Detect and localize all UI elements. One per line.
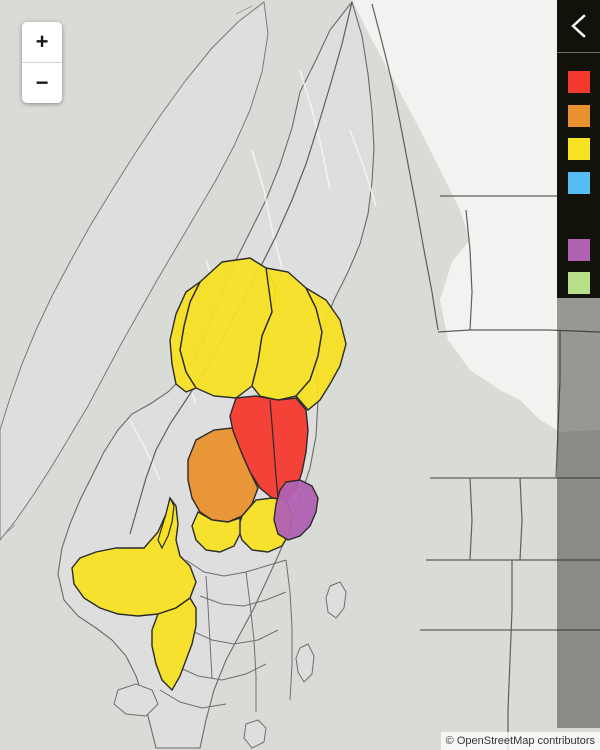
region-jamtland-west[interactable] xyxy=(169,281,201,393)
legend-item-red[interactable] xyxy=(557,71,600,105)
zoom-in-button[interactable]: + xyxy=(22,22,62,63)
legend-swatch-blue[interactable] xyxy=(567,171,590,194)
legend-swatch-purple[interactable] xyxy=(567,238,590,261)
attribution-bar[interactable]: © OpenStreetMap contributors xyxy=(440,732,600,750)
zoom-out-button[interactable]: − xyxy=(22,63,62,103)
legend-item-orange[interactable] xyxy=(557,104,600,139)
legend-item-yellow[interactable] xyxy=(557,138,600,172)
region-dalarna-divider xyxy=(269,399,279,499)
region-uppsala[interactable] xyxy=(273,479,319,541)
panel-shade-strip xyxy=(557,298,600,728)
legend-swatch-orange[interactable] xyxy=(567,104,590,127)
legend-collapse-button[interactable] xyxy=(557,0,600,53)
islands xyxy=(113,581,347,749)
region-vastmanland[interactable] xyxy=(191,511,241,553)
region-coastal-connector[interactable] xyxy=(157,496,175,550)
legend-item-purple[interactable] xyxy=(557,238,600,273)
legend-item-spacer xyxy=(557,205,600,239)
region-halland[interactable] xyxy=(151,596,197,692)
legend-swatch-red[interactable] xyxy=(567,71,590,93)
zoom-control[interactable]: + − xyxy=(22,22,62,103)
attribution-text[interactable]: © OpenStreetMap contributors xyxy=(445,735,595,747)
coastline-norway-west xyxy=(0,1,269,541)
legend-item-green[interactable] xyxy=(557,272,600,306)
landmass-finland xyxy=(352,0,600,432)
legend-item-list xyxy=(557,53,600,306)
legend-item-blue[interactable] xyxy=(557,171,600,206)
chevron-left-icon xyxy=(570,14,586,38)
region-gavleborg[interactable] xyxy=(295,286,347,411)
legend-swatch-yellow[interactable] xyxy=(567,138,590,160)
county-mesh-south xyxy=(159,559,293,712)
gulf-of-bothnia xyxy=(250,330,430,750)
legend-swatch-green[interactable] xyxy=(567,272,590,294)
legend-panel[interactable] xyxy=(557,0,600,298)
